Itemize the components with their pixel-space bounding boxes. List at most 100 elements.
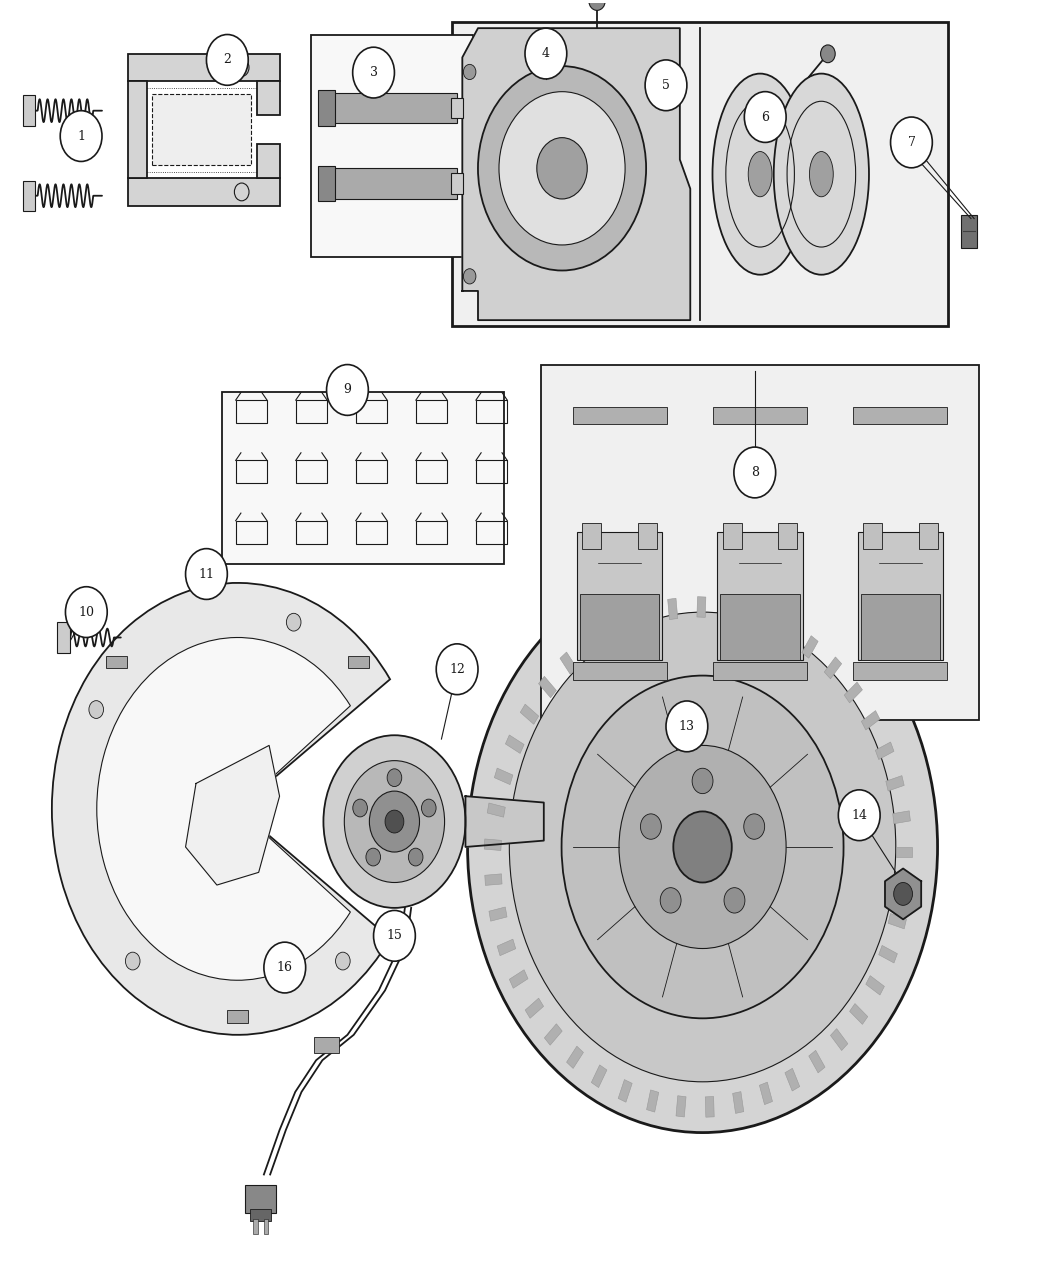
Bar: [314, 1038, 339, 1053]
Text: 12: 12: [449, 663, 465, 676]
Bar: [720, 594, 800, 660]
Bar: [327, 93, 457, 124]
Circle shape: [327, 365, 369, 416]
Bar: [824, 657, 842, 678]
Bar: [264, 1219, 268, 1234]
Bar: [57, 622, 69, 653]
Circle shape: [408, 848, 423, 866]
Bar: [668, 598, 677, 620]
Ellipse shape: [713, 74, 807, 274]
Bar: [525, 998, 544, 1019]
Bar: [638, 604, 651, 627]
Bar: [854, 662, 947, 680]
Text: 2: 2: [224, 54, 231, 66]
Circle shape: [344, 761, 444, 882]
Circle shape: [744, 92, 786, 143]
Bar: [235, 460, 267, 483]
Text: 1: 1: [77, 130, 85, 143]
Bar: [618, 1080, 632, 1102]
Circle shape: [589, 0, 606, 10]
Bar: [356, 460, 387, 483]
Circle shape: [370, 790, 420, 852]
Circle shape: [463, 269, 476, 284]
Bar: [576, 532, 663, 660]
Bar: [318, 91, 335, 126]
Bar: [886, 775, 904, 790]
Bar: [610, 616, 625, 639]
Bar: [539, 676, 556, 697]
Text: 5: 5: [663, 79, 670, 92]
Bar: [416, 400, 447, 423]
Text: 6: 6: [761, 111, 770, 124]
Circle shape: [323, 736, 465, 908]
Bar: [861, 710, 880, 731]
Bar: [854, 407, 947, 425]
Bar: [106, 655, 127, 668]
Bar: [717, 532, 803, 660]
Circle shape: [692, 769, 713, 793]
Bar: [861, 594, 940, 660]
Polygon shape: [462, 28, 690, 320]
Bar: [919, 523, 938, 550]
Ellipse shape: [810, 152, 834, 196]
Text: 13: 13: [679, 720, 695, 733]
Bar: [697, 597, 706, 617]
Bar: [706, 1096, 714, 1117]
Bar: [584, 631, 600, 654]
Circle shape: [421, 799, 436, 817]
Bar: [450, 98, 463, 119]
Bar: [223, 393, 504, 564]
Bar: [23, 96, 35, 126]
Bar: [484, 839, 502, 850]
Bar: [759, 1082, 773, 1104]
Polygon shape: [186, 746, 279, 885]
Bar: [450, 173, 463, 194]
Bar: [228, 1010, 248, 1023]
Bar: [560, 652, 576, 674]
Circle shape: [374, 910, 416, 961]
Bar: [356, 520, 387, 543]
Bar: [318, 166, 335, 201]
Circle shape: [65, 586, 107, 638]
Bar: [858, 532, 943, 660]
Bar: [416, 460, 447, 483]
Bar: [808, 1051, 825, 1072]
Text: 9: 9: [343, 384, 352, 397]
Bar: [128, 82, 147, 179]
Bar: [849, 1003, 867, 1024]
Text: 10: 10: [79, 606, 94, 618]
Circle shape: [666, 701, 708, 752]
Bar: [245, 1184, 276, 1213]
Bar: [591, 1065, 607, 1088]
Circle shape: [387, 769, 402, 787]
Bar: [713, 407, 807, 425]
Polygon shape: [885, 868, 921, 919]
Bar: [541, 365, 980, 720]
Text: 14: 14: [852, 808, 867, 821]
Wedge shape: [51, 583, 390, 1035]
Bar: [752, 607, 764, 629]
Bar: [676, 1095, 686, 1117]
Bar: [296, 400, 328, 423]
Bar: [647, 1090, 658, 1112]
Ellipse shape: [749, 152, 772, 196]
Wedge shape: [97, 638, 351, 980]
Circle shape: [640, 813, 662, 839]
Bar: [476, 460, 507, 483]
Bar: [567, 1047, 584, 1068]
Polygon shape: [465, 796, 544, 847]
Bar: [296, 520, 328, 543]
Circle shape: [734, 448, 776, 497]
Bar: [724, 599, 736, 621]
Bar: [311, 34, 472, 256]
Bar: [722, 523, 741, 550]
Bar: [961, 214, 978, 247]
Bar: [777, 618, 793, 641]
Bar: [802, 636, 818, 658]
Circle shape: [353, 799, 367, 817]
Bar: [498, 940, 516, 956]
Bar: [235, 400, 267, 423]
Bar: [505, 734, 524, 754]
Bar: [250, 1209, 271, 1221]
Bar: [509, 970, 528, 988]
